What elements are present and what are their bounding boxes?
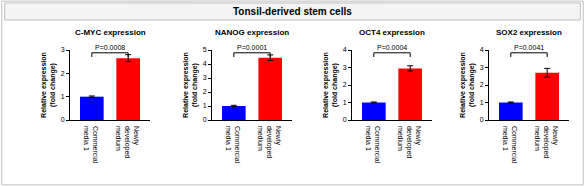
svg-text:3: 3 <box>203 74 207 81</box>
svg-text:0: 0 <box>203 116 207 123</box>
svg-text:NANOG expression: NANOG expression <box>215 28 289 37</box>
svg-text:3: 3 <box>480 64 484 71</box>
svg-text:Relative expression(fold chang: Relative expression(fold change) <box>322 52 339 118</box>
svg-text:Relative expression(fold chang: Relative expression(fold change) <box>40 52 57 118</box>
svg-text:Commercialmedia 1: Commercialmedia 1 <box>365 126 381 164</box>
svg-text:Commercialmedia 1: Commercialmedia 1 <box>502 126 518 164</box>
svg-text:2: 2 <box>61 70 65 77</box>
svg-text:P=0.0008: P=0.0008 <box>95 44 125 51</box>
svg-text:P=0.0004: P=0.0004 <box>377 44 407 51</box>
svg-text:5: 5 <box>203 46 207 53</box>
svg-text:Relative expression(fold chang: Relative expression(fold change) <box>459 52 476 118</box>
svg-text:2: 2 <box>480 81 484 88</box>
svg-text:0: 0 <box>480 116 484 123</box>
svg-text:P=0.0001: P=0.0001 <box>237 44 267 51</box>
svg-text:2: 2 <box>203 88 207 95</box>
svg-text:Newlydevelopedmedium: Newlydevelopedmedium <box>115 126 140 158</box>
svg-text:2: 2 <box>343 81 347 88</box>
svg-text:4: 4 <box>480 46 484 53</box>
svg-text:Newlydevelopedmedium: Newlydevelopedmedium <box>257 126 282 158</box>
svg-text:Commercialmedia 1: Commercialmedia 1 <box>83 126 99 164</box>
svg-text:3: 3 <box>61 46 65 53</box>
svg-text:4: 4 <box>343 46 347 53</box>
svg-text:Commercialmedia 1: Commercialmedia 1 <box>225 126 241 164</box>
svg-text:Relative expression(fold chang: Relative expression(fold change) <box>182 52 199 118</box>
svg-text:4: 4 <box>203 60 207 67</box>
svg-text:C-MYC expression: C-MYC expression <box>75 28 146 37</box>
svg-text:Tonsil-derived stem cells: Tonsil-derived stem cells <box>233 6 352 17</box>
svg-text:3: 3 <box>343 64 347 71</box>
svg-text:SOX2 expression: SOX2 expression <box>496 28 562 37</box>
svg-text:Newlydevelopedmedium: Newlydevelopedmedium <box>397 126 422 158</box>
svg-text:P=0.0041: P=0.0041 <box>514 44 544 51</box>
svg-text:1: 1 <box>203 102 207 109</box>
svg-text:1: 1 <box>343 99 347 106</box>
svg-text:1: 1 <box>480 99 484 106</box>
svg-text:Newlydevelopedmedium: Newlydevelopedmedium <box>534 126 559 158</box>
svg-text:1: 1 <box>61 93 65 100</box>
svg-text:OCT4 expression: OCT4 expression <box>359 28 425 37</box>
svg-text:0: 0 <box>343 116 347 123</box>
svg-text:0: 0 <box>61 116 65 123</box>
